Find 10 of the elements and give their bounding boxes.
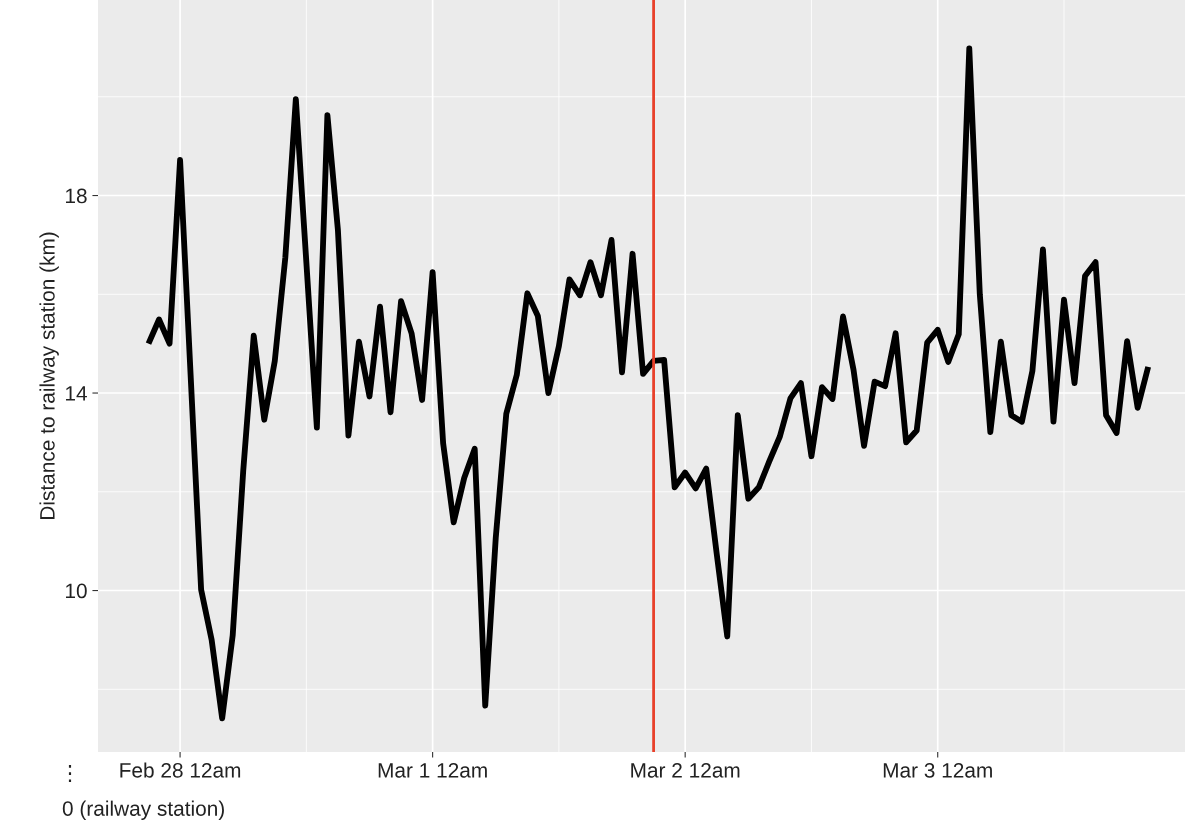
y-tick-label: 14 bbox=[66, 386, 87, 401]
y-axis-title: Distance to railway station (km) bbox=[39, 232, 59, 519]
x-tick-label: Mar 2 12am bbox=[631, 762, 740, 778]
text: 0 (railway station) bbox=[62, 800, 224, 821]
text: ⋮ bbox=[68, 765, 72, 782]
x-tick-label: Feb 28 12am bbox=[120, 762, 241, 778]
y-tick-label: 10 bbox=[66, 583, 87, 599]
x-tick-label: Mar 3 12am bbox=[883, 762, 992, 778]
y-tick-label: 18 bbox=[66, 188, 87, 204]
x-tick-label: Mar 1 12am bbox=[378, 762, 487, 778]
